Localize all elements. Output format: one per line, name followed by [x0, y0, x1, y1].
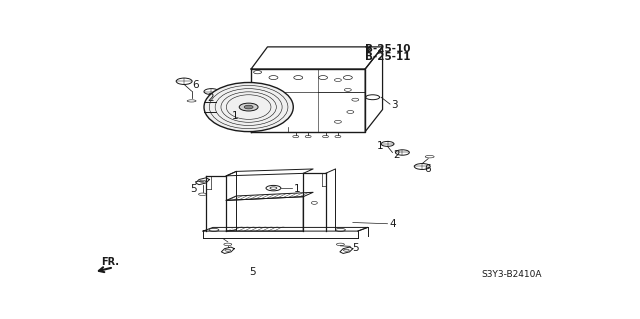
- Ellipse shape: [239, 103, 258, 111]
- Text: 1: 1: [294, 184, 301, 194]
- Text: 5: 5: [190, 184, 196, 194]
- Text: 2: 2: [393, 151, 400, 160]
- Text: 5: 5: [352, 242, 358, 253]
- Text: S3Y3-B2410A: S3Y3-B2410A: [482, 270, 542, 279]
- Ellipse shape: [204, 83, 293, 132]
- Text: 2: 2: [207, 93, 214, 103]
- Text: 4: 4: [389, 219, 396, 229]
- Text: 6: 6: [192, 80, 198, 90]
- Text: B-25-11: B-25-11: [365, 52, 411, 62]
- Text: 6: 6: [424, 164, 431, 174]
- Text: FR.: FR.: [100, 257, 119, 267]
- Text: 1: 1: [232, 111, 238, 121]
- Ellipse shape: [244, 105, 253, 109]
- Text: 5: 5: [250, 267, 256, 277]
- Text: B-25-10: B-25-10: [365, 44, 411, 54]
- Text: 1: 1: [377, 141, 383, 151]
- Text: 3: 3: [391, 100, 397, 110]
